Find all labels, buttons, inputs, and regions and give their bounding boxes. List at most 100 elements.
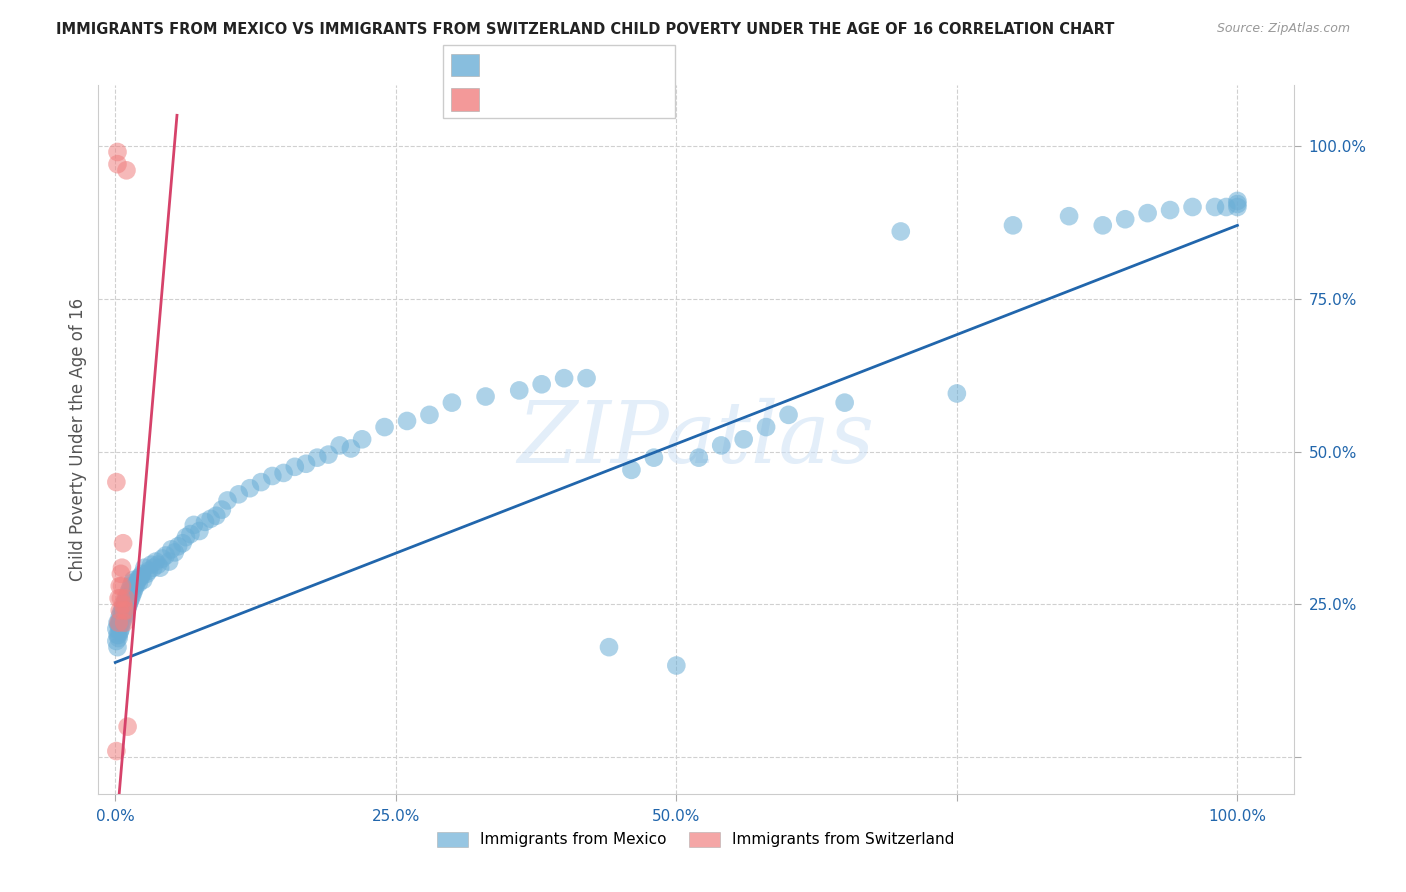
Point [122, 573, 145, 587]
Point [167, 539, 190, 553]
Point [1204, 200, 1226, 214]
Point [112, 607, 135, 621]
Point [112, 609, 135, 624]
Point [114, 607, 136, 621]
Point [134, 560, 156, 574]
Text: 20: 20 [607, 92, 628, 107]
Point [111, 603, 134, 617]
Point [1091, 219, 1114, 233]
Point [129, 570, 152, 584]
Point [110, 591, 132, 606]
Text: R =: R = [488, 58, 522, 72]
Point [295, 457, 318, 471]
Point [643, 450, 665, 465]
Point [205, 508, 228, 523]
Point [107, 619, 129, 633]
Point [131, 566, 153, 581]
Point [142, 560, 165, 574]
Text: 0.714: 0.714 [520, 58, 568, 72]
Point [194, 515, 217, 529]
Point [112, 603, 135, 617]
Point [110, 566, 132, 581]
Point [111, 579, 134, 593]
Point [121, 588, 143, 602]
Point [115, 603, 138, 617]
Point [128, 576, 150, 591]
Y-axis label: Child Poverty Under the Age of 16: Child Poverty Under the Age of 16 [69, 298, 87, 581]
Point [145, 555, 167, 569]
Point [553, 371, 575, 385]
Point [127, 573, 149, 587]
Point [172, 536, 194, 550]
Point [149, 560, 172, 574]
Point [157, 555, 180, 569]
Point [115, 598, 138, 612]
Point [273, 466, 295, 480]
Point [107, 631, 129, 645]
Point [107, 628, 129, 642]
Point [352, 433, 374, 447]
Point [1226, 200, 1249, 214]
Point [598, 640, 620, 655]
Point [107, 615, 129, 630]
Point [114, 591, 136, 606]
Point [141, 558, 163, 572]
Point [107, 640, 129, 655]
Point [117, 588, 139, 602]
Text: Source: ZipAtlas.com: Source: ZipAtlas.com [1216, 22, 1350, 36]
Point [211, 502, 233, 516]
Point [112, 603, 135, 617]
Point [1057, 209, 1080, 223]
Point [1181, 200, 1204, 214]
Point [108, 615, 131, 630]
Point [112, 598, 135, 612]
Point [107, 157, 129, 171]
Point [179, 527, 201, 541]
Point [108, 579, 131, 593]
Point [329, 438, 352, 452]
Point [117, 600, 139, 615]
Point [228, 487, 250, 501]
Point [188, 524, 211, 538]
Point [834, 395, 856, 409]
Point [107, 615, 129, 630]
Point [132, 573, 155, 587]
Point [146, 558, 169, 572]
Point [755, 420, 778, 434]
Point [108, 619, 131, 633]
Point [307, 450, 329, 465]
Point [110, 622, 132, 636]
Point [508, 384, 530, 398]
Point [575, 371, 598, 385]
Point [114, 600, 136, 615]
Point [112, 598, 135, 612]
Point [440, 395, 463, 409]
Point [114, 594, 136, 608]
Point [688, 450, 710, 465]
Point [946, 386, 969, 401]
Point [125, 576, 148, 591]
Point [108, 609, 131, 624]
Point [395, 414, 418, 428]
Point [108, 603, 131, 617]
Point [129, 570, 152, 584]
Point [107, 615, 129, 630]
Point [115, 163, 138, 178]
Point [105, 475, 128, 489]
Point [262, 469, 284, 483]
Point [155, 549, 177, 563]
Point [217, 493, 239, 508]
Point [890, 224, 912, 238]
Point [110, 607, 132, 621]
Point [111, 615, 134, 630]
Point [1136, 206, 1159, 220]
Point [115, 591, 138, 606]
Point [474, 390, 496, 404]
Point [1159, 202, 1181, 217]
Point [120, 591, 142, 606]
Point [117, 720, 139, 734]
Point [112, 613, 135, 627]
Point [112, 615, 135, 630]
Point [418, 408, 440, 422]
Point [115, 603, 138, 617]
